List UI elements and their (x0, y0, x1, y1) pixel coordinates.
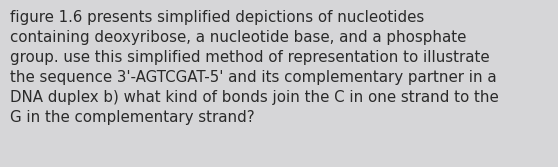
Text: figure 1.6 presents simplified depictions of nucleotides
containing deoxyribose,: figure 1.6 presents simplified depiction… (10, 10, 499, 125)
